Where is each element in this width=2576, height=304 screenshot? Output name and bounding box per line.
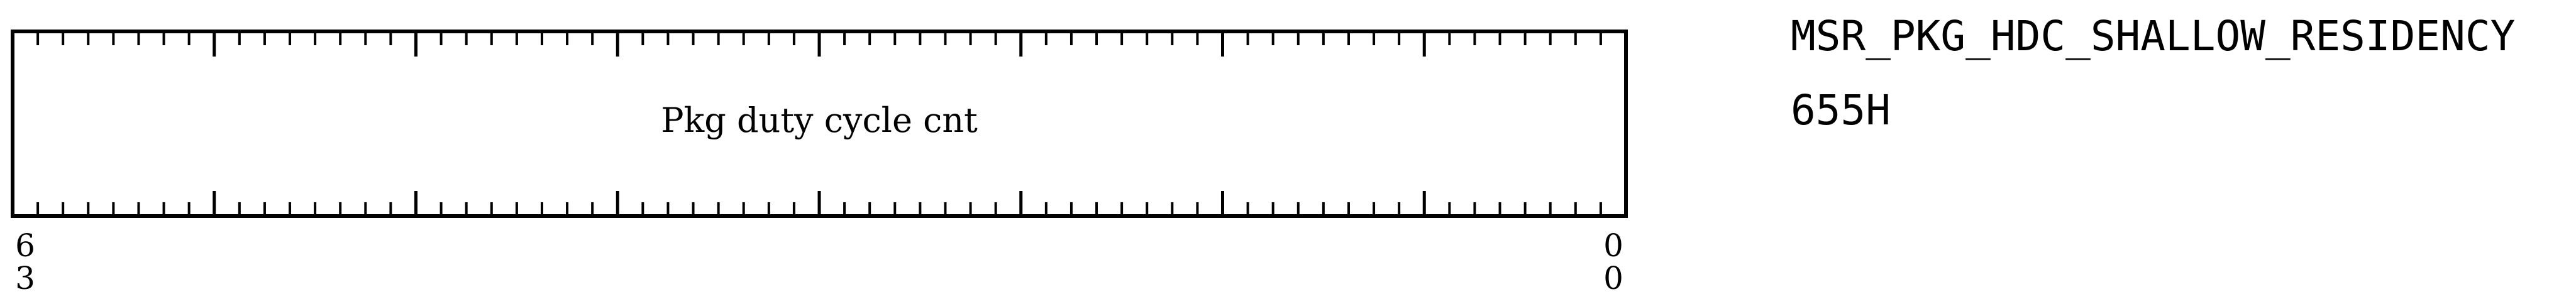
lsb-label-bottom: 0	[1603, 260, 1623, 296]
msb-label-top: 6	[15, 227, 35, 264]
register-name: MSR_PKG_HDC_SHALLOW_RESIDENCY	[1791, 12, 2515, 60]
register-address: 655H	[1791, 86, 1891, 134]
bit-ticks	[36, 31, 1602, 216]
msb-label-bottom: 3	[15, 260, 35, 296]
register-box	[11, 30, 1628, 218]
field-label: Pkg duty cycle cnt	[661, 100, 978, 140]
lsb-label-top: 0	[1603, 227, 1623, 264]
